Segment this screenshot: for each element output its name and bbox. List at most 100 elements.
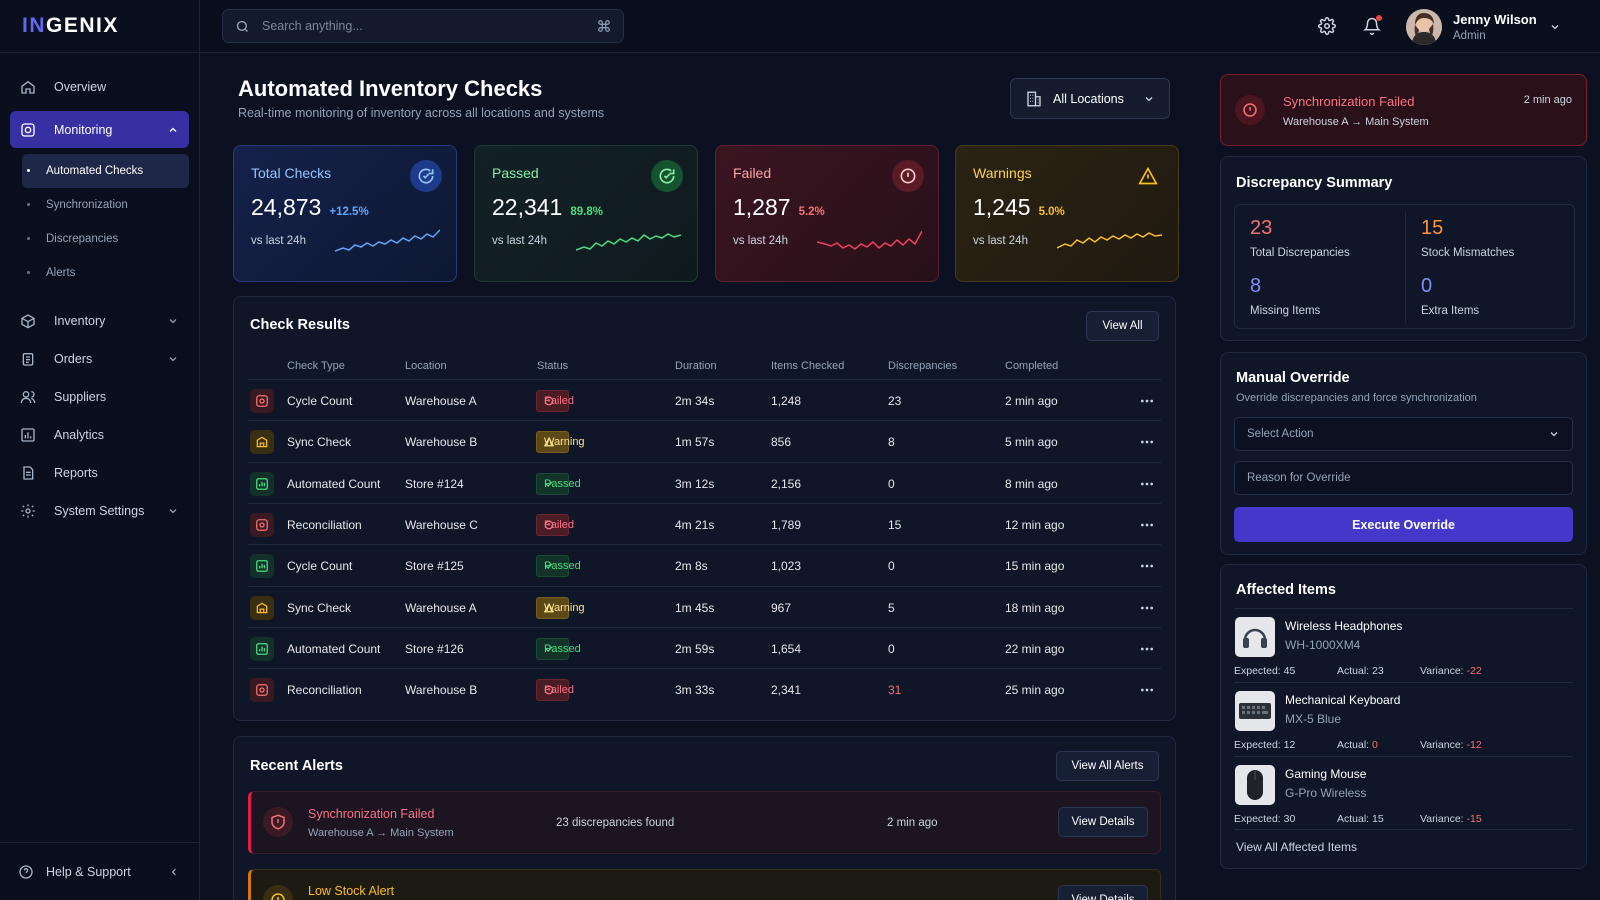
cell-check-type: Automated Count	[287, 641, 381, 656]
execute-override-button[interactable]: Execute Override	[1234, 507, 1573, 542]
view-details-button[interactable]: View Details	[1058, 885, 1148, 900]
sidebar-item-reports[interactable]: Reports	[10, 454, 189, 492]
avatar[interactable]	[1406, 9, 1442, 45]
alert-item[interactable]: Low Stock Alert View Details	[248, 869, 1161, 900]
affected-item[interactable]: Wireless Headphones WH-1000XM4 Expected:…	[1234, 608, 1573, 683]
cell-check-type: Automated Count	[287, 476, 381, 491]
stat-card-failed[interactable]: Failed 1,287 5.2% vs last 24h	[715, 145, 939, 282]
sidebar-item-monitoring[interactable]: Monitoring	[10, 111, 189, 148]
override-reason-input[interactable]	[1247, 472, 1560, 484]
table-row[interactable]: Automated Count Store #126 Passed 2m 59s 1,6…	[248, 626, 1161, 669]
chevron-down-icon	[169, 357, 177, 362]
cell-duration: 2m 59s	[675, 641, 715, 656]
col-duration: Duration	[675, 360, 717, 372]
stat-card-warnings[interactable]: Warnings 1,245 5.0% vs last 24h	[955, 145, 1179, 282]
users-icon	[20, 391, 36, 404]
more-options-icon[interactable]	[1139, 641, 1155, 657]
user-menu-chevron-icon[interactable]	[1549, 21, 1561, 33]
sidebar-item-inventory[interactable]: Inventory	[10, 302, 189, 340]
view-all-alerts-button[interactable]: View All Alerts	[1056, 751, 1159, 781]
sparkline-passed	[576, 233, 681, 251]
table-row[interactable]: Automated Count Store #124 Passed 3m 12s 2,1…	[248, 461, 1161, 504]
col-status: Status	[537, 360, 569, 372]
select-action-dropdown[interactable]: Select Action	[1234, 417, 1573, 451]
cell-location: Warehouse B	[405, 683, 478, 698]
help-support-link[interactable]: Help & Support	[0, 842, 200, 900]
count-passed-icon	[250, 471, 274, 496]
affected-item[interactable]: Gaming Mouse G-Pro Wireless Expected: 30…	[1234, 756, 1573, 831]
table-row[interactable]: Sync Check Warehouse A Warning 1m 45s 967 5 18…	[248, 585, 1161, 628]
sidebar-item-system-settings[interactable]: System Settings	[10, 492, 189, 530]
monitor-icon	[21, 122, 35, 137]
alert-title: Synchronization Failed	[308, 807, 435, 821]
stat-card-passed[interactable]: Passed 22,341 89.8% vs last 24h	[474, 145, 698, 282]
banner-time: 2 min ago	[1523, 94, 1572, 106]
view-details-button[interactable]: View Details	[1058, 807, 1148, 837]
sidebar-subitem-discrepancies[interactable]: Discrepancies	[22, 222, 189, 256]
sidebar-item-label: Overview	[54, 80, 107, 94]
settings-gear-icon[interactable]	[1318, 17, 1336, 35]
stat-change: 89.8%	[570, 206, 603, 218]
sidebar-subitem-automated-checks[interactable]: Automated Checks	[22, 154, 189, 188]
alert-item[interactable]: Synchronization Failed Warehouse A → Mai…	[248, 791, 1161, 854]
sidebar-item-orders[interactable]: Orders	[10, 340, 189, 378]
location-filter-dropdown[interactable]: All Locations	[1010, 78, 1170, 119]
cell-discrepancies: 15	[888, 517, 902, 532]
view-all-checks-button[interactable]: View All	[1086, 311, 1159, 341]
affected-item[interactable]: Mechanical Keyboard MX-5 Blue Expected: …	[1234, 682, 1573, 757]
cell-location: Warehouse A	[405, 600, 477, 615]
cycle-failed-icon	[250, 389, 274, 413]
table-row[interactable]: Cycle Count Store #125 Passed 2m 8s 1,023 0 15…	[248, 544, 1161, 586]
more-options-icon[interactable]	[1139, 393, 1155, 409]
more-options-icon[interactable]	[1139, 558, 1155, 574]
view-all-affected-items-link[interactable]: View All Affected Items	[1236, 840, 1357, 854]
sidebar-subitem-alerts[interactable]: Alerts	[22, 256, 189, 290]
sparkline-failed	[817, 230, 922, 250]
table-row[interactable]: Reconciliation Warehouse C Failed 4m 21s 1,7…	[248, 502, 1161, 545]
sidebar-item-suppliers[interactable]: Suppliers	[10, 378, 189, 416]
table-row[interactable]: Cycle Count Warehouse A Failed 2m 34s 1,248 2…	[248, 379, 1161, 421]
alert-title: Low Stock Alert	[308, 884, 395, 898]
affected-items-title: Affected Items	[1236, 582, 1336, 598]
cell-discrepancies: 0	[888, 641, 895, 656]
cell-items-checked: 1,248	[771, 394, 802, 408]
col-check-type: Check Type	[287, 360, 345, 372]
more-options-icon[interactable]	[1139, 682, 1155, 698]
cell-check-type: Reconciliation	[287, 683, 362, 698]
cell-items-checked: 2,341	[771, 683, 802, 698]
table-row[interactable]: Sync Check Warehouse B Warning 1m 57s 856 8 5 …	[248, 420, 1161, 462]
alert-subtitle: Warehouse A → Main System	[308, 827, 454, 839]
more-options-icon[interactable]	[1139, 517, 1155, 533]
sidebar-item-label: System Settings	[54, 504, 145, 518]
cell-location: Store #126	[405, 641, 464, 656]
cell-completed: 25 min ago	[1005, 683, 1065, 698]
topbar: Jenny Wilson Admin	[200, 0, 1600, 53]
app-logo[interactable]: IN GENIX	[0, 0, 199, 53]
sidebar-item-overview[interactable]: Overview	[10, 68, 189, 106]
stat-card-total-checks[interactable]: Total Checks 24,873 +12.5% vs last 24h	[233, 145, 457, 282]
override-reason-field[interactable]	[1234, 461, 1573, 495]
cell-location: Warehouse B	[405, 435, 478, 450]
cell-completed: 15 min ago	[1005, 559, 1065, 574]
select-action-placeholder: Select Action	[1247, 428, 1314, 440]
gear-icon	[21, 504, 35, 518]
more-options-icon[interactable]	[1139, 476, 1155, 492]
sidebar-subitem-synchronization[interactable]: Synchronization	[22, 188, 189, 222]
collapse-sidebar-icon[interactable]	[168, 866, 180, 878]
sidebar-item-analytics[interactable]: Analytics	[10, 416, 189, 454]
stat-change: +12.5%	[329, 206, 369, 218]
cell-discrepancies: 0	[888, 476, 895, 491]
alert-time: 2 min ago	[887, 817, 938, 829]
search-bar[interactable]	[222, 9, 624, 43]
sync-failed-banner[interactable]: Synchronization Failed Warehouse A → Mai…	[1220, 74, 1587, 146]
sync-warning-icon	[250, 595, 274, 620]
sidebar-item-label: Orders	[54, 352, 93, 366]
more-options-icon[interactable]	[1139, 600, 1155, 616]
search-input[interactable]	[262, 19, 597, 33]
status-badge: Failed	[536, 679, 574, 702]
notifications-button[interactable]	[1363, 15, 1382, 35]
cell-discrepancies: 0	[888, 559, 895, 574]
more-options-icon[interactable]	[1139, 434, 1155, 450]
stat-title: Passed	[492, 165, 539, 181]
table-row[interactable]: Reconciliation Warehouse B Failed 3m 33s 2,3…	[248, 668, 1161, 710]
